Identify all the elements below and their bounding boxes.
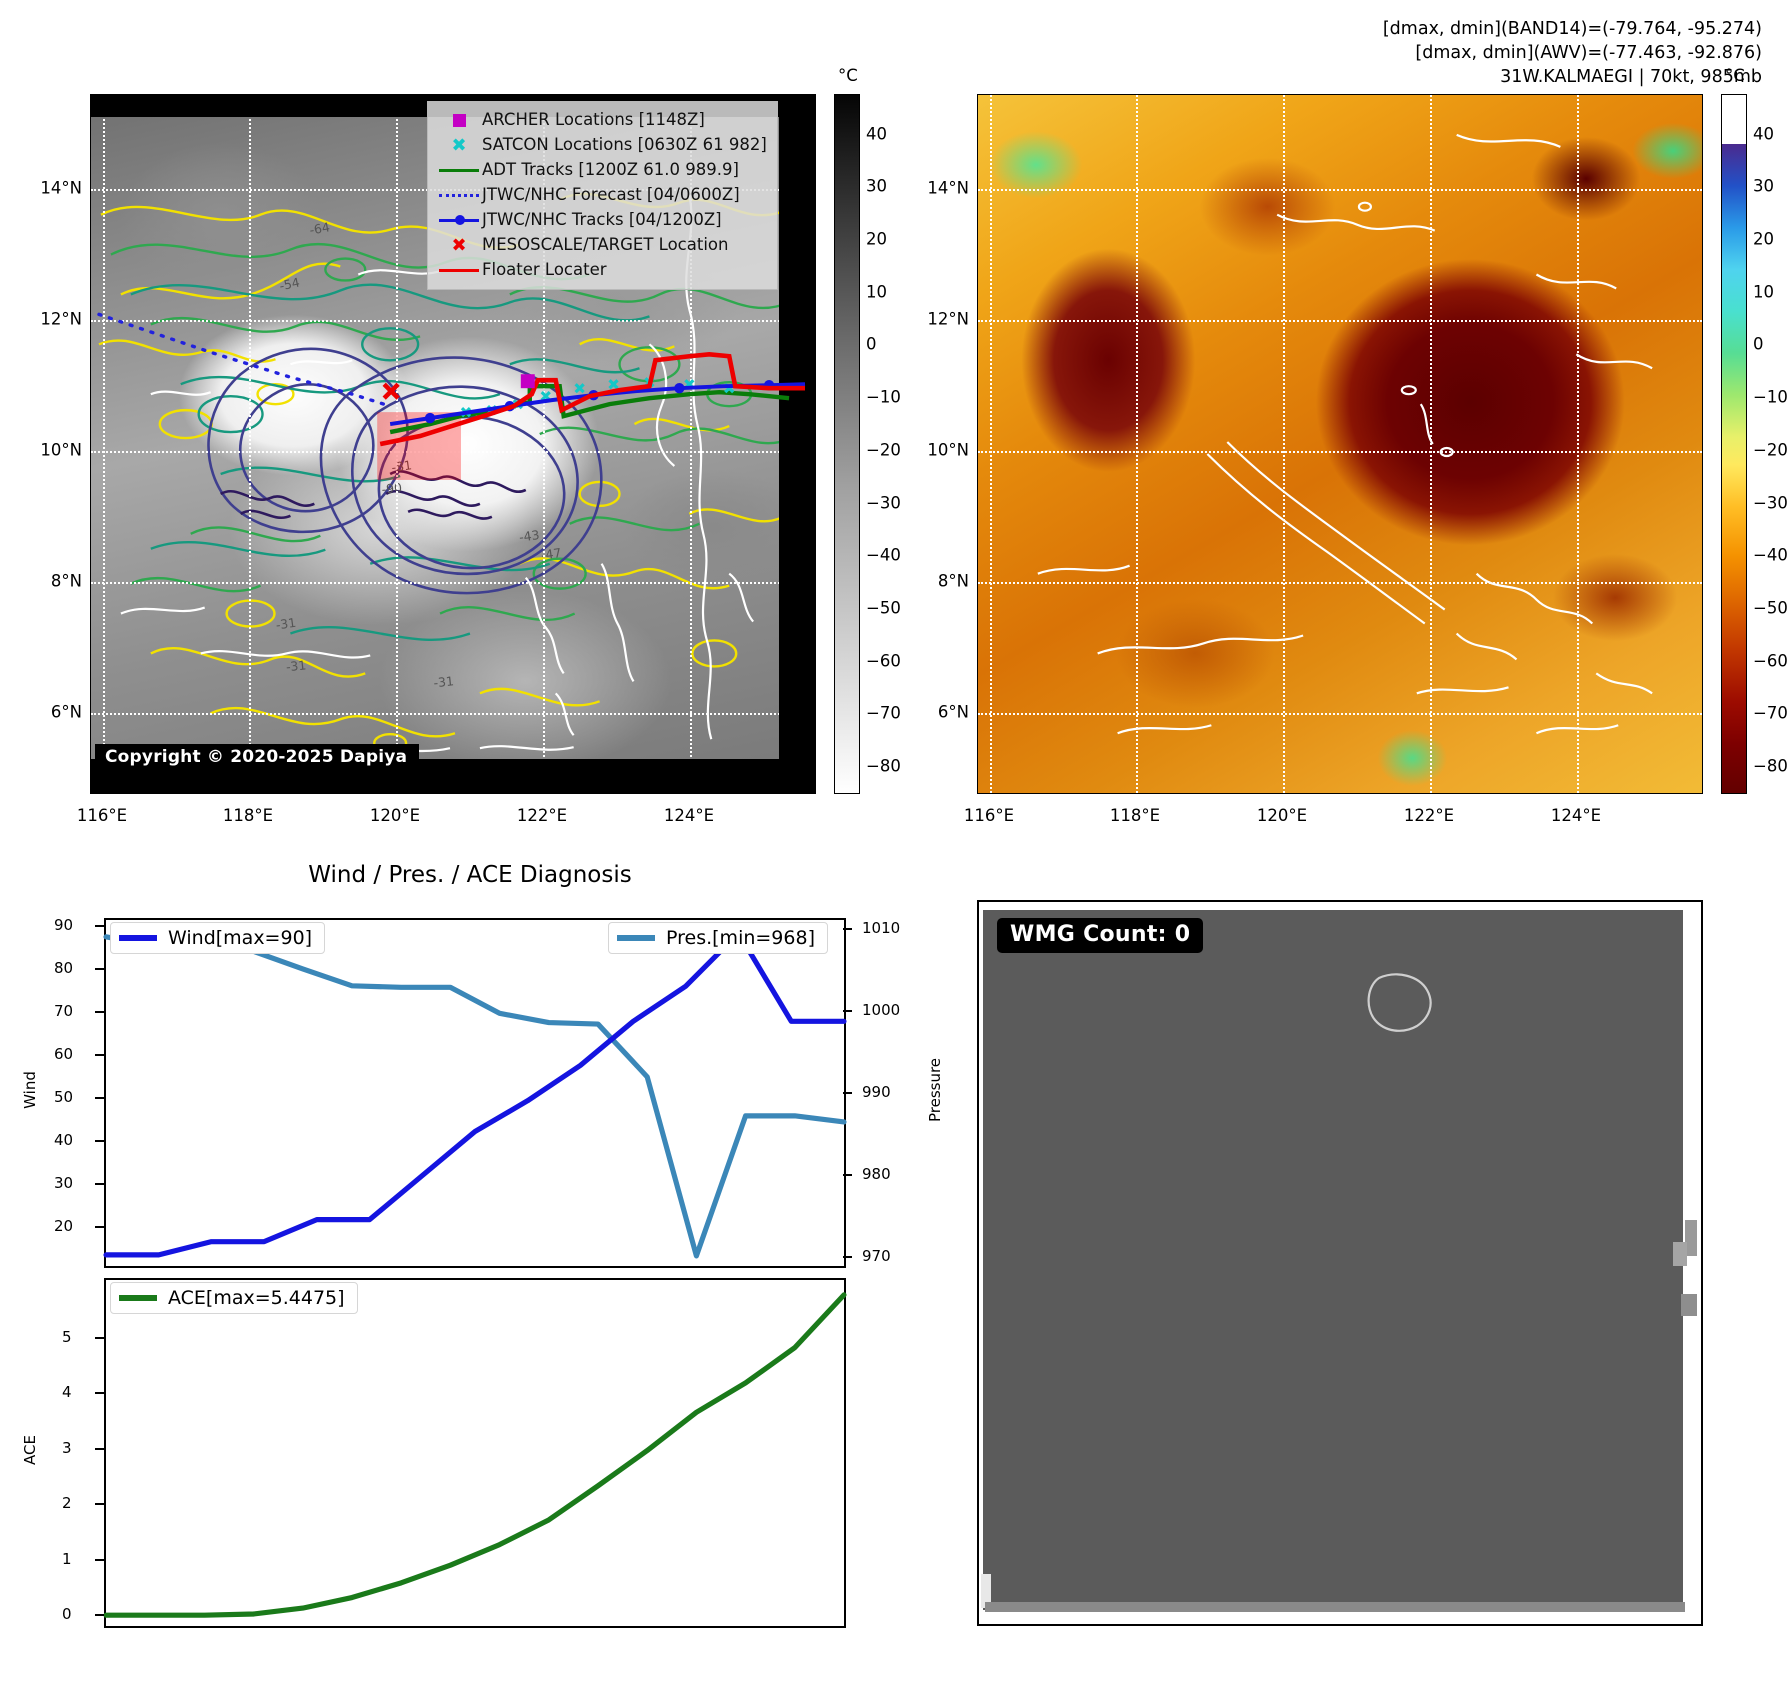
legend-item-floater: Floater Locater: [436, 258, 767, 283]
wmg-gray-background: [983, 910, 1683, 1610]
ace-series-svg: [103, 1292, 847, 1618]
floater-locater-box: [377, 412, 461, 480]
line-with-dot-icon: [436, 215, 482, 225]
floater-locater-line: [379, 351, 806, 447]
ace-legend-swatch: [119, 1295, 157, 1301]
left-satellite-map[interactable]: -64 -54 -81 -90 -31 -31 -31 -47 -43: [90, 94, 816, 794]
legend-item-adt: ADT Tracks [1200Z 61.0 989.9]: [436, 158, 767, 183]
svg-text:-54: -54: [278, 274, 301, 293]
wind-series-line: [103, 930, 847, 1258]
wind-series-legend[interactable]: Wind[max=90]: [110, 922, 326, 954]
wmg-island-outline: [981, 973, 1697, 1612]
archer-location-marker: [520, 374, 535, 389]
svg-text:-31: -31: [285, 657, 307, 674]
right-colorbar-ticks: 40 30 20 10 0 −10 −20 −30 −40 −50 −60 −7…: [1753, 124, 1788, 776]
wind-pressure-plot[interactable]: [103, 918, 847, 1268]
square-marker-icon: [436, 114, 482, 127]
legend-item-jtwc-forecast: JTWC/NHC Forecast [04/0600Z]: [436, 183, 767, 208]
pressure-legend-label: Pres.[min=968]: [666, 927, 815, 949]
diagnosis-chart-title: Wind / Pres. / ACE Diagnosis: [308, 862, 632, 888]
dmax-dmin-band14: [dmax, dmin](BAND14)=(-79.764, -95.274): [1382, 19, 1762, 39]
solid-line-icon: [436, 168, 482, 173]
x-marker-icon: ✖: [451, 134, 467, 156]
copyright-notice: Copyright © 2020-2025 Dapiya: [95, 744, 420, 771]
legend-item-mesoscale: ✖ MESOSCALE/TARGET Location: [436, 233, 767, 258]
ir-contour-overlay: -64 -54 -81 -90 -31 -31 -31 -47 -43: [98, 192, 790, 754]
storm-track-overlay: [97, 312, 806, 480]
wind-axis-label: Wind: [21, 1071, 39, 1109]
pressure-axis-label: Pressure: [926, 1057, 944, 1123]
red-line-icon: [436, 268, 482, 273]
ir-colorbar-gradient: [1721, 94, 1747, 794]
ace-plot[interactable]: [103, 1278, 847, 1628]
ace-series-line: [103, 1292, 847, 1618]
svg-text:-43: -43: [518, 527, 540, 545]
ace-series-legend[interactable]: ACE[max=5.4475]: [110, 1282, 358, 1314]
svg-text:-31: -31: [275, 615, 297, 633]
pressure-legend-swatch: [617, 935, 655, 941]
legend-item-archer: ARCHER Locations [1148Z]: [436, 108, 767, 133]
wind-legend-swatch: [119, 935, 157, 941]
left-colorbar-ticks: 40 30 20 10 0 −10 −20 −30 −40 −50 −60 −7…: [866, 124, 901, 776]
pressure-series-line: [103, 934, 847, 1259]
legend-item-satcon: ✖ SATCON Locations [0630Z 61 982]: [436, 133, 766, 158]
mesoscale-target-marker: [382, 382, 400, 400]
header-info-block: [dmax, dmin](BAND14)=(-79.764, -95.274) …: [1383, 18, 1762, 89]
jtwc-forecast-track: [97, 312, 392, 408]
map-legend: ARCHER Locations [1148Z] ✖ SATCON Locati…: [427, 101, 778, 290]
wmg-count-badge: WMG Count: 0: [997, 918, 1204, 953]
svg-text:-47: -47: [540, 545, 562, 563]
wind-pressure-series-svg: [103, 930, 847, 1259]
ace-axis-label: ACE: [21, 1435, 39, 1465]
pressure-series-legend[interactable]: Pres.[min=968]: [608, 922, 828, 954]
dmax-dmin-awv: [dmax, dmin](AWV)=(-77.463, -92.876): [1415, 42, 1762, 63]
wind-legend-label: Wind[max=90]: [168, 927, 313, 949]
wmg-panel[interactable]: WMG Count: 0: [977, 900, 1703, 1626]
svg-text:-64: -64: [308, 219, 331, 237]
legend-item-jtwc-tracks: JTWC/NHC Tracks [04/1200Z]: [436, 208, 767, 233]
coastline-overlay-right: [1037, 133, 1653, 735]
dotted-line-icon: [436, 194, 482, 197]
ace-legend-label: ACE[max=5.4475]: [168, 1287, 345, 1309]
svg-text:-31: -31: [433, 673, 455, 690]
red-x-marker-icon: ✖: [451, 234, 467, 256]
storm-summary: 31W.KALMAEGI | 70kt, 985mb: [1500, 66, 1762, 87]
map-right-black-band: [779, 95, 815, 793]
enhanced-ir-imagery: [978, 95, 1702, 793]
grayscale-colorbar-gradient: [834, 94, 860, 794]
right-satellite-map[interactable]: [977, 94, 1703, 794]
